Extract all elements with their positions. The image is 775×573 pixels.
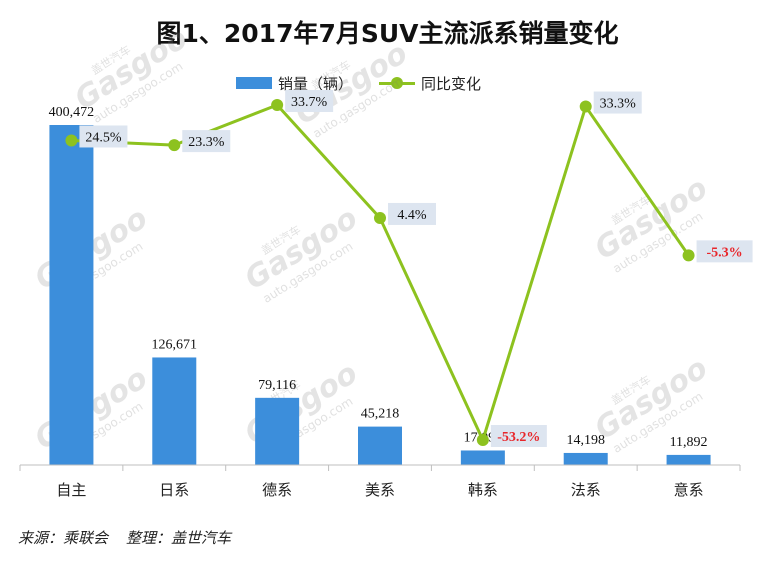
- bar-value-label-3: 45,218: [361, 407, 400, 422]
- yoy-point-0: [65, 134, 78, 147]
- yoy-label-6: -5.3%: [706, 245, 742, 260]
- bar-6: [666, 454, 711, 465]
- source-note: 来源：乘联会 整理：盖世汽车: [18, 527, 231, 548]
- x-tick-label-5: 法系: [571, 481, 601, 499]
- x-tick-label-6: 意系: [674, 481, 704, 499]
- legend-line-swatch: [379, 77, 416, 89]
- yoy-label-1: 23.3%: [188, 135, 225, 150]
- bar-2: [255, 397, 300, 465]
- bar-1: [152, 357, 197, 465]
- source-by: 整理：盖世汽车: [126, 529, 232, 547]
- x-tick-label-4: 韩系: [468, 481, 498, 499]
- bar-4: [460, 450, 505, 465]
- yoy-label-4: -53.2%: [497, 430, 540, 445]
- bar-3: [358, 426, 402, 465]
- bar-value-label-6: 11,892: [670, 435, 708, 450]
- yoy-point-5: [579, 100, 592, 113]
- x-tick-label-1: 日系: [159, 481, 189, 499]
- bar-value-label-2: 79,116: [258, 378, 296, 393]
- yoy-label-2: 33.7%: [291, 95, 328, 110]
- bar-value-label-1: 126,671: [152, 337, 198, 352]
- bar-5: [563, 452, 608, 465]
- yoy-point-6: [682, 249, 695, 262]
- yoy-point-3: [374, 211, 386, 224]
- legend-label-yoy: 同比变化: [421, 74, 482, 93]
- legend-item-sales: 销量（辆）: [236, 73, 353, 94]
- legend-label-sales: 销量（辆）: [278, 74, 354, 93]
- yoy-label-bg-4: [490, 425, 547, 447]
- x-tick-label-3: 美系: [365, 481, 395, 499]
- legend-bar-swatch: [236, 77, 272, 89]
- yoy-label-bg-6: [696, 240, 753, 263]
- x-tick-label-0: 自主: [56, 481, 86, 499]
- yoy-label-0: 24.5%: [85, 130, 122, 145]
- yoy-label-bg-0: [79, 125, 128, 148]
- yoy-point-4: [476, 434, 489, 446]
- bar-value-label-5: 14,198: [566, 433, 605, 448]
- legend-item-yoy: 同比变化: [379, 73, 481, 94]
- yoy-label-5: 33.3%: [600, 97, 637, 112]
- x-tick-label-2: 德系: [262, 481, 292, 499]
- source-from: 来源：乘联会: [18, 529, 109, 547]
- chart-legend: 销量（辆） 同比变化: [236, 72, 507, 94]
- yoy-label-bg-1: [182, 130, 231, 153]
- yoy-point-2: [271, 99, 284, 111]
- yoy-label-3: 4.4%: [397, 208, 427, 223]
- yoy-label-bg-5: [593, 91, 642, 114]
- bar-value-label-0: 400,472: [49, 105, 95, 120]
- yoy-point-1: [168, 139, 181, 152]
- yoy-label-bg-3: [388, 202, 436, 225]
- bar-0: [49, 125, 94, 465]
- yoy-label-bg-2: [285, 90, 334, 112]
- chart-title: 图1、2017年7月SUV主流派系销量变化: [156, 19, 619, 48]
